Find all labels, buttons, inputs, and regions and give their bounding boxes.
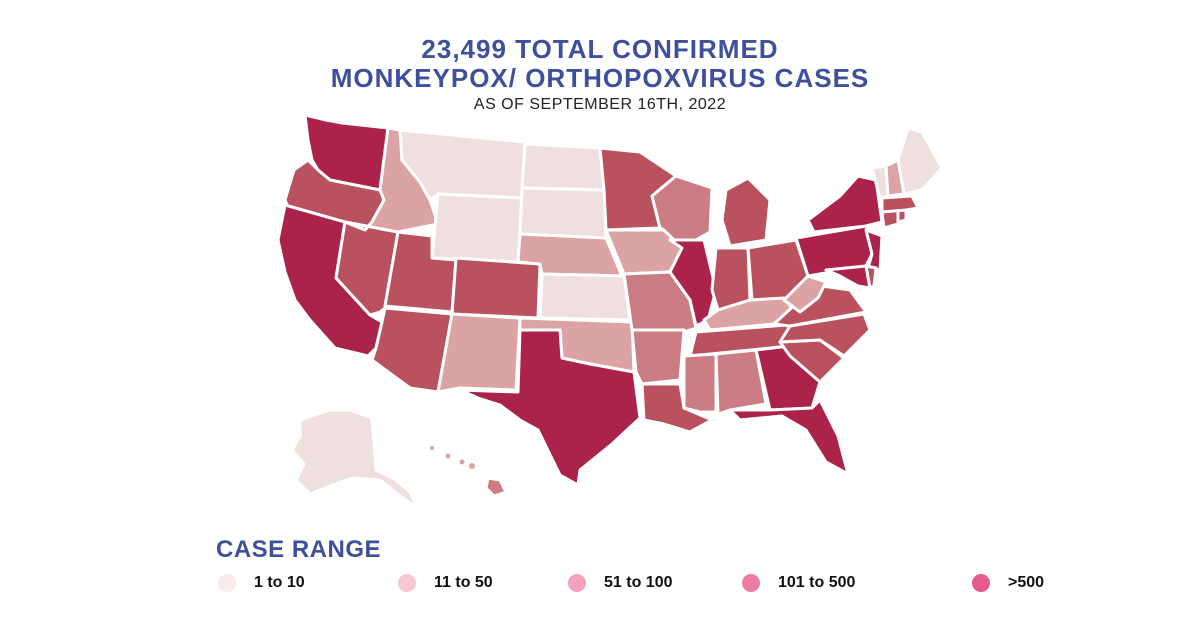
legend-swatch (568, 574, 586, 592)
state-ME[interactable] (896, 126, 944, 196)
legend-item-1-10: 1 to 10 (218, 570, 305, 596)
state-KS[interactable] (538, 272, 632, 322)
legend-item-11-50: 11 to 50 (398, 570, 493, 596)
hawaii-islets (430, 446, 475, 469)
legend-swatch (398, 574, 416, 592)
map-subtitle: AS OF SEPTEMBER 16TH, 2022 (473, 96, 727, 113)
legend-label: 11 to 50 (434, 574, 493, 591)
state-AK[interactable] (290, 408, 420, 510)
legend-item-over-500: >500 (972, 570, 1044, 596)
state-NM[interactable] (436, 312, 522, 394)
legend-swatch (218, 574, 236, 592)
state-IL[interactable] (668, 238, 718, 328)
legend-swatch (972, 574, 990, 592)
state-LA[interactable] (640, 382, 714, 434)
state-WY[interactable] (430, 192, 524, 264)
legend-label: >500 (1008, 574, 1045, 591)
state-NY[interactable] (806, 174, 884, 234)
legend-label: 51 to 100 (604, 574, 673, 591)
state-AL[interactable] (714, 348, 768, 416)
map-title-line-2: MONKEYPOX/ ORTHOPOXVIRUS CASES (330, 63, 870, 93)
legend-label: 1 to 10 (254, 574, 305, 591)
state-HI[interactable] (484, 476, 508, 498)
state-MA[interactable] (880, 194, 920, 214)
map-title-line-1: 23,499 TOTAL CONFIRMED (421, 34, 779, 64)
legend-item-101-500: 101 to 500 (742, 570, 855, 596)
state-SD[interactable] (518, 186, 608, 240)
legend-label: 101 to 500 (778, 574, 856, 591)
state-FL[interactable] (728, 398, 850, 476)
state-WV[interactable] (782, 274, 828, 314)
legend-item-51-100: 51 to 100 (568, 570, 672, 596)
state-TX[interactable] (458, 328, 642, 487)
state-MS[interactable] (682, 352, 718, 414)
state-MD[interactable] (824, 264, 872, 290)
legend-title: CASE RANGE (216, 536, 382, 563)
state-DE[interactable] (864, 264, 878, 290)
state-CO[interactable] (450, 256, 542, 320)
state-MI[interactable] (720, 176, 772, 248)
state-ND[interactable] (520, 142, 606, 192)
state-AR[interactable] (630, 328, 686, 386)
legend-swatch (742, 574, 760, 592)
